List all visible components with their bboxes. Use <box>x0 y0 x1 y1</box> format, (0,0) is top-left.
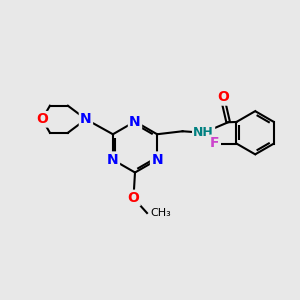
Text: N: N <box>107 153 119 167</box>
Text: O: O <box>36 112 48 126</box>
Text: CH₃: CH₃ <box>150 208 171 218</box>
Text: N: N <box>129 115 141 128</box>
Text: N: N <box>151 153 163 167</box>
Text: NH: NH <box>193 126 214 139</box>
Text: N: N <box>80 112 92 126</box>
Text: O: O <box>217 90 229 104</box>
Text: F: F <box>210 136 220 150</box>
Text: O: O <box>128 191 140 205</box>
